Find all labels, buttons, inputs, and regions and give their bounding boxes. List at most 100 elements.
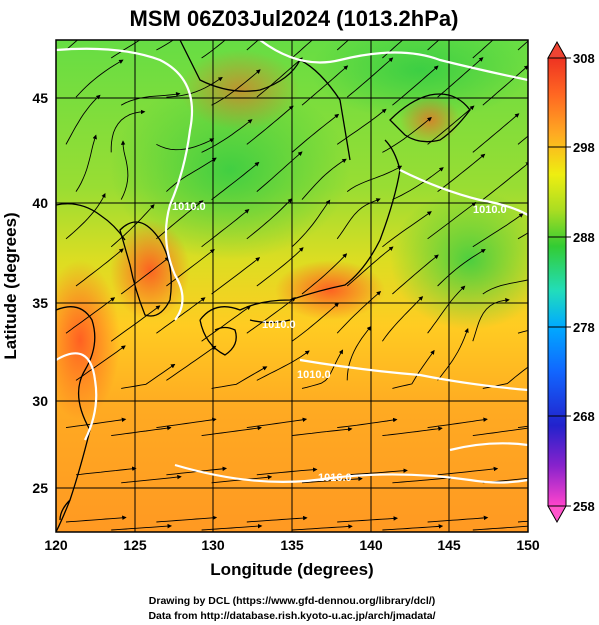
streamline xyxy=(65,297,116,334)
streamline xyxy=(472,213,524,248)
streamline xyxy=(472,525,528,531)
wind-streamlines xyxy=(65,40,528,531)
streamline xyxy=(337,516,398,523)
warm-land-honshu xyxy=(275,260,385,320)
streamline xyxy=(65,192,106,240)
streamline xyxy=(437,249,486,287)
streamline xyxy=(336,40,350,51)
streamline xyxy=(110,109,146,153)
streamline xyxy=(246,198,293,240)
streamline xyxy=(472,297,510,342)
streamline xyxy=(75,466,137,476)
cool-region-northeast xyxy=(310,40,528,120)
streamline xyxy=(291,199,331,248)
chart-title: MSM 06Z03Jul2024 (1013.2hPa) xyxy=(130,6,459,31)
streamline xyxy=(337,417,398,429)
streamline xyxy=(256,57,303,98)
isobars xyxy=(56,40,528,484)
streamline xyxy=(201,523,263,531)
streamline xyxy=(201,119,253,153)
colorbar-tick-label: 298 xyxy=(573,140,595,155)
streamline xyxy=(246,297,296,334)
streamline xyxy=(111,523,172,531)
streamline xyxy=(121,474,182,484)
isobar-label: 1010.0 xyxy=(172,201,206,213)
streamline xyxy=(201,425,262,437)
map-plot-area xyxy=(56,40,528,532)
colorbar-gradient xyxy=(547,57,567,507)
streamline xyxy=(392,65,439,106)
streamline xyxy=(110,40,141,59)
streamline xyxy=(382,426,443,437)
isobar-label: 1010.0 xyxy=(297,369,331,381)
x-axis-title: Longitude (degrees) xyxy=(210,560,373,579)
streamline xyxy=(75,59,124,98)
colorbar-min-arrow xyxy=(547,505,567,524)
colorbar-tick-label: 268 xyxy=(573,409,595,424)
streamline xyxy=(121,363,176,389)
colorbar: 308 298 288 278 268 258 xyxy=(547,40,595,524)
credit-drawing: Drawing by DCL (https://www.gfd-dennou.o… xyxy=(149,595,435,607)
colorbar-tick-label: 308 xyxy=(573,51,595,66)
streamline xyxy=(211,366,268,389)
streamline xyxy=(301,65,349,106)
isobar-label: 1016.0 xyxy=(318,472,352,484)
streamline xyxy=(346,57,394,98)
streamline xyxy=(472,427,528,437)
y-axis-title: Latitude (degrees) xyxy=(1,212,20,359)
isobar-labels: 1010.0 1010.0 1010.0 1010.0 1016.0 xyxy=(172,201,507,484)
streamline xyxy=(211,69,261,106)
streamline xyxy=(427,105,475,145)
streamline xyxy=(382,296,424,342)
streamline xyxy=(246,417,308,429)
lat-lon-grid xyxy=(56,40,528,532)
y-axis: 45 40 35 30 25 xyxy=(32,90,48,496)
streamline xyxy=(392,475,454,484)
streamline xyxy=(392,167,444,201)
streamline xyxy=(336,291,382,334)
streamline xyxy=(346,326,372,381)
streamline xyxy=(65,417,127,429)
streamline xyxy=(156,40,174,51)
streamline xyxy=(201,305,252,342)
streamline xyxy=(65,40,79,51)
isobar-label: 1010.0 xyxy=(473,204,507,216)
streamline xyxy=(256,467,318,476)
cool-region-east xyxy=(390,190,528,330)
streamline xyxy=(427,40,440,51)
streamline xyxy=(427,202,477,240)
isobar-label: 1010.0 xyxy=(262,319,296,331)
streamline xyxy=(256,350,310,381)
streamline xyxy=(110,204,155,248)
streamline xyxy=(382,211,432,248)
streamline xyxy=(427,417,488,429)
streamline xyxy=(336,108,387,145)
streamline xyxy=(482,65,528,106)
streamline xyxy=(156,417,217,429)
streamline xyxy=(166,345,217,381)
streamline xyxy=(291,302,340,342)
streamline xyxy=(301,253,348,295)
streamline xyxy=(156,200,204,240)
y-tick-label: 40 xyxy=(32,195,48,211)
streamline xyxy=(75,134,97,192)
streamline xyxy=(437,57,484,98)
streamline xyxy=(120,91,181,106)
streamline xyxy=(291,113,340,153)
x-tick-label: 135 xyxy=(280,537,304,553)
streamline xyxy=(437,153,486,192)
y-tick-label: 30 xyxy=(32,393,48,409)
streamline xyxy=(201,209,250,248)
colorbar-tick-label: 258 xyxy=(573,499,595,514)
streamline xyxy=(156,515,218,523)
streamline xyxy=(392,254,439,295)
streamline xyxy=(211,161,260,200)
streamline xyxy=(427,515,489,523)
streamline xyxy=(427,285,466,334)
streamline xyxy=(291,426,353,437)
streamline xyxy=(346,246,394,287)
x-tick-label: 145 xyxy=(437,537,461,553)
x-tick-label: 120 xyxy=(44,537,68,553)
